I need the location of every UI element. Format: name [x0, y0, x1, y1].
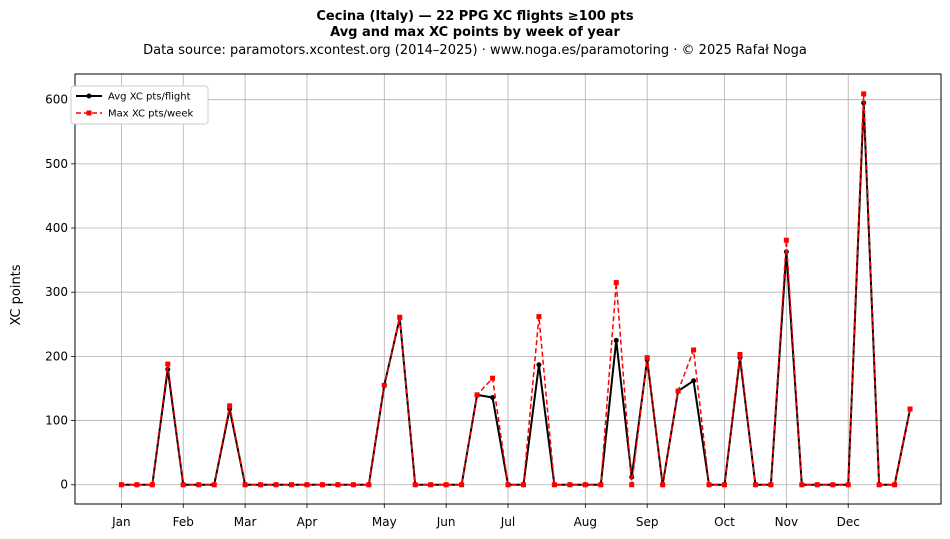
max-point [892, 482, 898, 488]
legend: Avg XC pts/flight Max XC pts/week [70, 85, 209, 125]
max-point [660, 482, 666, 488]
max-point [845, 482, 851, 488]
legend-avg-label: Avg XC pts/flight [108, 92, 191, 103]
max-point [536, 314, 542, 320]
max-point [335, 482, 341, 488]
max-point [551, 482, 557, 488]
y-tick-label: 600 [45, 93, 68, 107]
max-point [814, 482, 820, 488]
max-point [490, 375, 496, 381]
max-point [134, 482, 140, 488]
legend-box [70, 85, 209, 125]
max-point [737, 351, 743, 357]
max-point [118, 482, 124, 488]
max-point [412, 482, 418, 488]
x-tick-label: Feb [173, 515, 194, 529]
x-tick-label: Apr [297, 515, 318, 529]
legend-avg-marker [86, 93, 92, 99]
max-point [722, 482, 727, 488]
avg-point [536, 362, 542, 368]
x-tick-label: Dec [837, 515, 860, 529]
max-point [474, 392, 480, 398]
x-tick-label: Nov [775, 515, 798, 529]
max-point [520, 482, 526, 488]
max-point [397, 314, 403, 320]
max-point [428, 482, 434, 488]
max-point [768, 482, 774, 488]
max-point [273, 482, 279, 488]
max-point [598, 482, 604, 488]
x-axis: Jan Feb Mar Apr May Jun Jul Aug Sep Oct Nov Dec [111, 504, 860, 529]
max-point [443, 482, 449, 488]
legend-max-marker [86, 110, 92, 116]
max-point [752, 482, 758, 488]
y-tick-label: 500 [45, 157, 68, 171]
x-tick-label: Oct [714, 515, 735, 529]
max-point [691, 347, 697, 353]
chart-source-line: Data source: paramotors.xcontest.org (20… [143, 43, 807, 58]
y-tick-label: 0 [60, 478, 68, 492]
max-point [783, 237, 789, 243]
max-point [505, 482, 511, 488]
max-point [196, 482, 202, 488]
max-point [165, 361, 171, 367]
series-line-max [121, 93, 911, 486]
avg-point [691, 378, 697, 384]
x-tick-label: Jun [436, 515, 456, 529]
max-point [907, 406, 913, 412]
max-point [149, 482, 155, 488]
y-tick-label: 400 [45, 221, 68, 235]
max-point [211, 482, 217, 488]
avg-point [490, 394, 496, 400]
max-point [381, 382, 387, 388]
y-tick-label: 100 [45, 414, 68, 428]
max-point [319, 482, 325, 488]
grid-layer [75, 74, 941, 504]
max-point [861, 91, 867, 97]
series-line-avg [121, 101, 912, 486]
max-point [629, 482, 635, 488]
x-tick-label: May [372, 515, 397, 529]
max-point [258, 482, 264, 488]
max-point [613, 280, 619, 286]
x-tick-label: Jul [500, 515, 515, 529]
max-point [830, 482, 836, 488]
max-point [289, 482, 294, 488]
legend-max-label: Max XC pts/week [108, 109, 193, 120]
max-point [180, 482, 186, 488]
max-point [350, 482, 356, 488]
max-point [706, 482, 712, 488]
max-point [582, 482, 588, 488]
max-point [567, 482, 573, 488]
max-point [227, 403, 233, 409]
max-point [644, 355, 650, 361]
x-tick-label: Mar [234, 515, 257, 529]
max-point [675, 388, 681, 394]
y-tick-label: 200 [45, 349, 68, 363]
x-tick-label: Jan [111, 515, 131, 529]
chart-title: Cecina (Italy) — 22 PPG XC flights ≥100 … [316, 9, 634, 24]
y-axis-label: XC points [9, 264, 24, 325]
max-point [304, 482, 310, 488]
avg-point [613, 337, 619, 343]
x-tick-label: Aug [574, 515, 597, 529]
series-layer [118, 91, 913, 488]
max-point [876, 482, 882, 488]
x-tick-label: Sep [636, 515, 659, 529]
chart-subtitle: Avg and max XC points by week of year [330, 25, 620, 40]
y-tick-label: 300 [45, 285, 68, 299]
y-axis: 0 100 200 300 400 500 600 [45, 93, 75, 492]
max-point [242, 482, 248, 488]
max-point [799, 482, 805, 488]
max-point [366, 482, 372, 488]
max-point [459, 482, 465, 488]
